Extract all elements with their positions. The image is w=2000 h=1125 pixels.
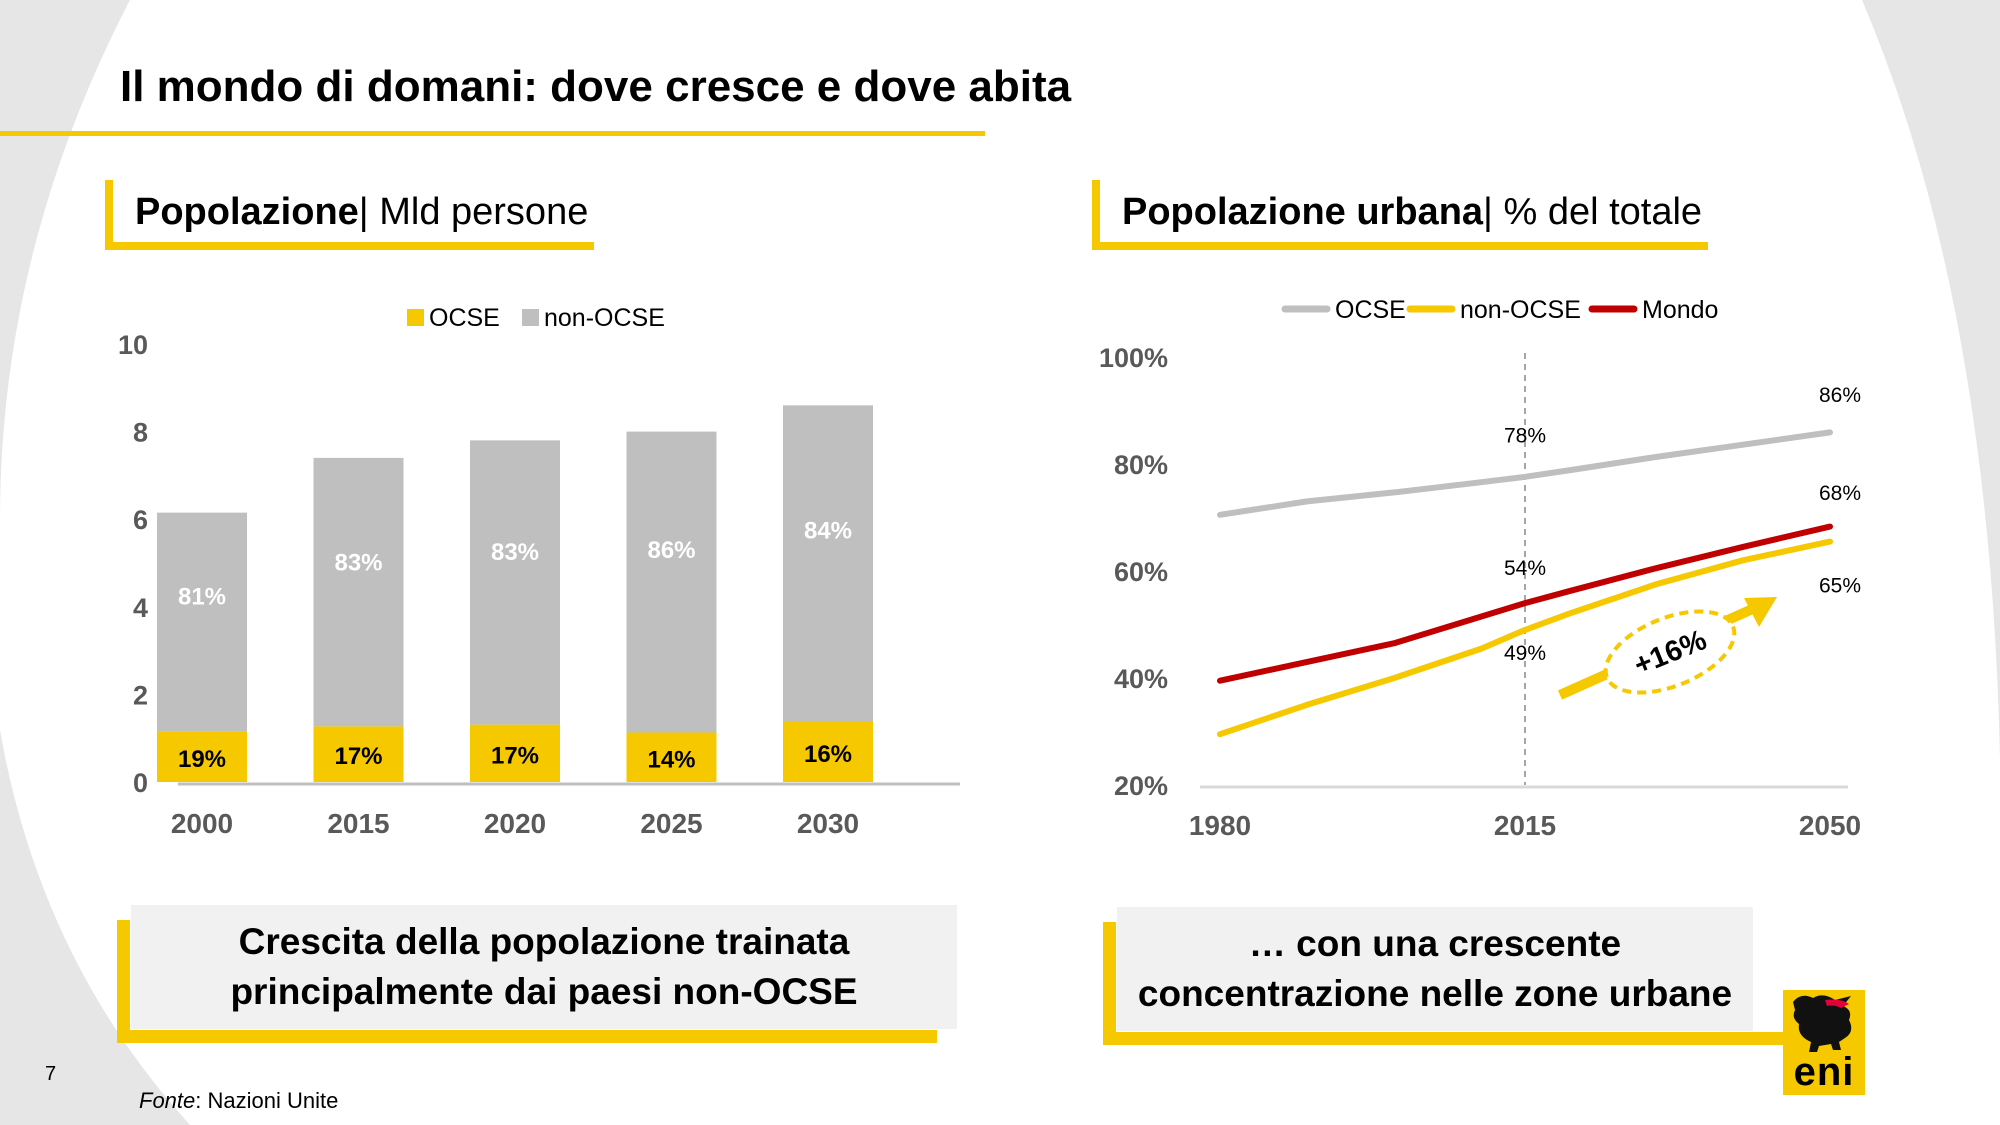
x-tick-label: 2015 [327,808,389,839]
data-label: 78% [1504,425,1546,448]
bar-data-label: 81% [178,584,226,611]
y-tick-label: 2 [133,680,148,710]
legend-label: OCSE [429,304,500,332]
bar-ocse [313,726,404,782]
bar-non-ocse [626,431,717,733]
population-callout-line1: Crescita della popolazione trainata [238,921,850,962]
series-line-non-ocse [1217,538,1833,738]
eni-logo: eni [1783,990,1865,1095]
bar-data-label: 17% [491,742,539,769]
bar-data-label: 17% [334,743,382,770]
bar-data-label: 83% [334,550,382,577]
growth-ellipse [1603,609,1737,695]
urban-line-chart: 20% 40% 60% 80% 100% 1980 2015 2050 OCSE non-OCSE… [1099,296,1861,841]
population-heading-bold: Popolazione [135,191,359,233]
bar-ocse [157,731,247,782]
dog-icon [1793,995,1852,1052]
urban-heading-bold: Popolazione urbana [1122,191,1484,233]
growth-arrowhead-icon [1744,597,1777,627]
slide-title: Il mondo di domani: dove cresce e dove a… [120,62,1072,111]
source-text: : Nazioni Unite [195,1088,339,1113]
population-callout-box: Crescita della popolazione trainata prin… [131,905,957,1029]
x-tick-label: 2025 [640,808,702,839]
callout-bar-bottom [1103,1032,1803,1045]
population-callout: Crescita della popolazione trainata prin… [117,905,957,1043]
y-tick-label: 20% [1114,771,1168,801]
y-tick-label: 0 [133,768,148,798]
page-number: 7 [45,1063,57,1085]
data-label: 86% [1819,384,1861,407]
y-tick-label: 6 [133,505,148,535]
data-label: 49% [1504,642,1546,665]
bar-data-label: 84% [804,517,852,544]
y-tick-label: 40% [1114,664,1168,694]
urban-callout-box: … con una crescente concentrazione nelle… [1117,907,1753,1031]
bar-non-ocse [470,440,560,725]
urban-heading-unit: | % del totale [1483,191,1703,233]
y-tick-label: 100% [1099,343,1168,373]
x-tick-label: 2050 [1799,810,1861,841]
callout-bar-left [1103,922,1116,1040]
legend-swatch [407,309,424,326]
series-line-ocse [1217,429,1833,518]
y-tick-label: 4 [133,593,148,623]
callout-bar-bottom [117,1030,937,1043]
legend-swatch [522,309,539,326]
logo-text: eni [1793,1050,1855,1094]
bar-ocse [470,724,560,782]
urban-heading: Popolazione urbana| % del totale [1092,180,1709,250]
callout-bar-left [117,920,130,1038]
legend-label: Mondo [1642,296,1718,324]
legend-label: non-OCSE [544,304,665,332]
x-tick-label: 1980 [1189,810,1251,841]
population-bar-chart: 0 2 4 6 8 10 OCSE non-OCSE 19% 81% 2000 17% 83% 2015 1… [118,304,960,839]
y-tick-label: 60% [1114,557,1168,587]
legend-label: non-OCSE [1460,296,1581,324]
bar-data-label: 19% [178,746,226,773]
y-tick-label: 8 [133,418,148,448]
source-note: Fonte: Nazioni Unite [139,1088,338,1114]
x-tick-label: 2015 [1494,810,1556,841]
x-tick-label: 2030 [797,808,859,839]
bar-data-label: 83% [491,539,539,566]
bar-non-ocse [783,405,873,722]
bar-data-label: 86% [647,537,695,564]
title-underline [0,131,985,136]
bar-ocse [783,721,873,782]
source-label: Fonte [139,1088,196,1113]
bar-ocse [626,732,717,782]
data-label: 54% [1504,557,1546,580]
series-line-mondo [1217,523,1833,684]
bar-non-ocse [313,457,404,727]
y-tick-label: 80% [1114,450,1168,480]
bar-non-ocse [157,512,247,732]
urban-callout-line1: … con una crescente [1248,923,1622,964]
urban-callout-line2: concentrazione nelle zone urbane [1137,973,1733,1014]
urban-callout: … con una crescente concentrazione nelle… [1103,907,1873,1045]
population-heading: Popolazione| Mld persone [105,180,595,250]
bar-data-label: 16% [804,741,852,768]
data-label: 68% [1819,482,1861,505]
population-callout-line2: principalmente dai paesi non-OCSE [230,971,858,1012]
population-heading-unit: | Mld persone [358,191,589,233]
data-label: 65% [1819,574,1861,597]
bar-data-label: 14% [647,746,695,773]
x-tick-label: 2020 [484,808,546,839]
x-tick-label: 2000 [171,808,233,839]
y-tick-label: 10 [118,330,148,360]
legend-label: OCSE [1335,296,1406,324]
